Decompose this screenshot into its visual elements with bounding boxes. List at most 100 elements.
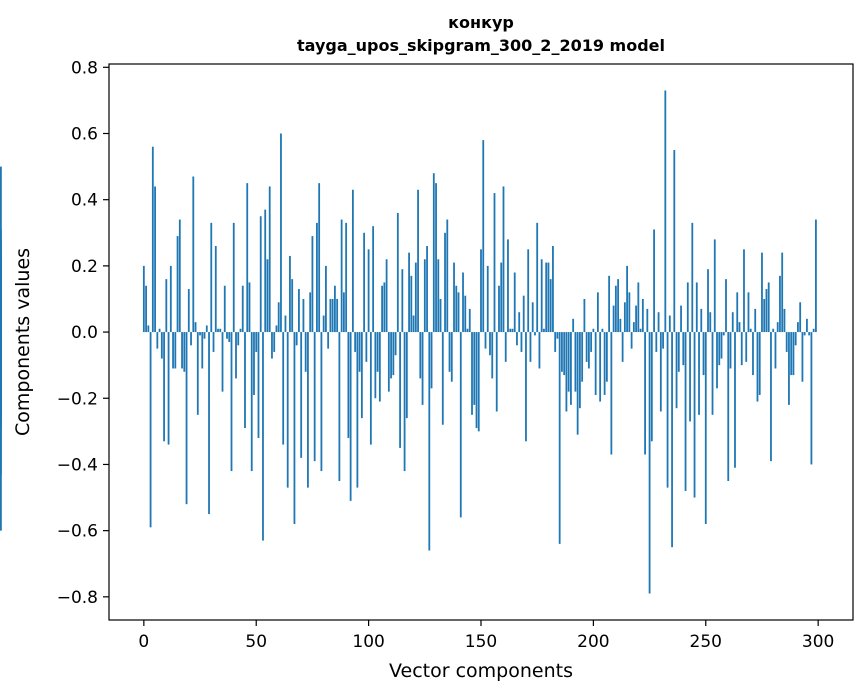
- bar-193: [576, 332, 579, 435]
- bar-289: [792, 332, 795, 376]
- bar-196: [583, 298, 586, 333]
- bar-75: [311, 236, 314, 333]
- bar-22: [192, 176, 195, 333]
- bar-260: [727, 332, 730, 481]
- y-axis-label: Components values: [12, 248, 34, 436]
- bar-138: [453, 262, 455, 333]
- bar-214: [623, 302, 626, 333]
- bar-252: [709, 312, 712, 333]
- bar-13: [172, 332, 174, 369]
- bar-171: [527, 249, 530, 333]
- bar-101: [369, 332, 372, 445]
- bar-135: [446, 219, 449, 333]
- bar-34: [219, 328, 222, 333]
- bar-8: [160, 332, 163, 359]
- bar-142: [462, 272, 464, 333]
- bar-1: [145, 285, 147, 333]
- bar-132: [439, 298, 442, 333]
- bar-238: [677, 332, 680, 372]
- bar-141: [459, 332, 462, 518]
- bar-71: [302, 298, 305, 333]
- bar-291: [797, 322, 799, 333]
- bar-56: [268, 186, 271, 333]
- bar-274: [758, 332, 761, 395]
- bar-165: [513, 272, 516, 333]
- bar-150: [480, 249, 482, 333]
- bar-217: [630, 332, 633, 349]
- bar-19: [185, 332, 188, 505]
- bar-233: [666, 332, 669, 488]
- bar-3: [149, 332, 152, 528]
- bar-21: [190, 332, 192, 346]
- y-tick-label: −0.2: [57, 389, 98, 409]
- bar-29: [208, 332, 210, 515]
- bar-194: [579, 332, 581, 409]
- bar-218: [632, 322, 635, 333]
- bar-60: [277, 302, 280, 333]
- bar-294: [803, 332, 806, 336]
- bar-221: [639, 328, 642, 333]
- bar-262: [731, 312, 734, 333]
- bar-255: [716, 332, 718, 389]
- bar-16: [178, 219, 181, 333]
- bar-254: [713, 239, 716, 333]
- bar-98: [363, 232, 366, 333]
- bar-undefined: [0, 166, 2, 333]
- bar-64: [286, 332, 289, 488]
- bar-128: [430, 332, 433, 389]
- bar-123: [419, 332, 422, 379]
- y-tick-label: −0.4: [57, 455, 98, 475]
- bar-210: [614, 285, 617, 333]
- bar-257: [720, 332, 723, 359]
- bar-189: [567, 332, 570, 392]
- bar-272: [754, 308, 757, 333]
- bar-187: [563, 332, 566, 376]
- bar-296: [808, 332, 811, 336]
- y-tick-label: 0.2: [71, 257, 98, 277]
- bar-87: [338, 332, 341, 481]
- y-tick-label: −0.6: [57, 522, 98, 542]
- bar-251: [707, 269, 709, 333]
- bar-207: [608, 275, 611, 333]
- bar-90: [345, 222, 348, 333]
- y-tick-label: −0.8: [57, 588, 98, 608]
- bar-110: [390, 332, 392, 379]
- bar-14: [174, 332, 177, 369]
- bar-202: [596, 292, 599, 333]
- bar-103: [374, 332, 377, 399]
- bar-52: [259, 216, 262, 333]
- bar-241: [684, 332, 687, 491]
- bar-40: [232, 222, 235, 333]
- bar-108: [385, 259, 388, 333]
- bar-163: [509, 328, 512, 333]
- bar-134: [444, 232, 446, 333]
- bar-69: [298, 289, 300, 333]
- bar-85: [334, 285, 336, 333]
- bar-80: [322, 315, 325, 333]
- bar-205: [603, 332, 606, 395]
- bar-245: [693, 332, 696, 498]
- bar-126: [426, 246, 428, 333]
- bar-94: [354, 332, 357, 352]
- chart-subtitle: tayga_upos_skipgram_300_2_2019 model: [297, 36, 665, 55]
- bar-170: [525, 332, 527, 442]
- bar-97: [360, 332, 363, 419]
- bar-215: [626, 265, 628, 333]
- bar-18: [183, 332, 186, 372]
- bar-230: [659, 332, 662, 412]
- bar-166: [516, 332, 518, 346]
- bar-153: [486, 265, 489, 333]
- bar-51: [257, 332, 260, 438]
- x-axis-ticks: 0 50 100 150 200 250 300: [138, 620, 834, 652]
- bar-211: [617, 279, 620, 333]
- bar-48: [250, 332, 253, 472]
- bar-81: [325, 265, 327, 333]
- bar-53: [262, 332, 264, 541]
- bar-175: [536, 222, 539, 333]
- bar-248: [700, 308, 703, 333]
- bar-111: [392, 332, 395, 376]
- bar-156: [493, 193, 496, 333]
- bar-253: [711, 332, 714, 415]
